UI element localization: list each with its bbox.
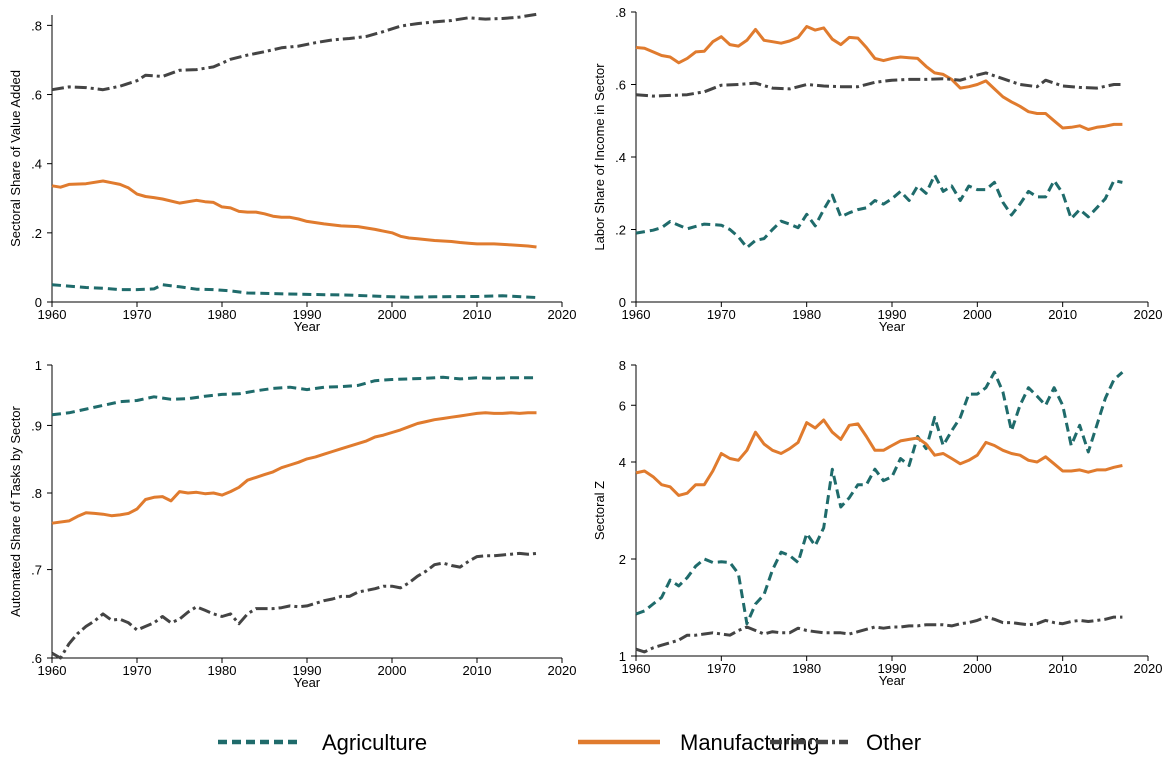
y-axis-title: Sectoral Z	[592, 481, 607, 540]
series-line-agriculture	[635, 173, 1123, 250]
series-line-manufacturing	[51, 179, 537, 249]
y-tick-label: 0	[619, 295, 626, 310]
legend: Agriculture Manufacturing Other	[218, 730, 921, 755]
x-tick-label: 2020	[1134, 307, 1163, 322]
y-tick-label: .2	[31, 226, 42, 241]
x-tick-label: 1990	[293, 307, 322, 322]
x-tick-label: 1960	[622, 661, 651, 676]
series-line-other	[635, 615, 1123, 654]
y-tick-label: 0	[35, 295, 42, 310]
x-axis-title: Year	[294, 675, 321, 690]
series-line-agriculture	[51, 375, 537, 417]
y-axis-title: Automated Share of Tasks by Sector	[8, 405, 23, 616]
x-tick-label: 2010	[463, 307, 492, 322]
x-tick-label: 2020	[548, 307, 577, 322]
x-tick-label: 2000	[378, 307, 407, 322]
y-tick-label: 1	[619, 649, 626, 664]
panel-sectoral-z: 1960 1970 1980 1990 2000 2010 2020 1 2 4 6 8 Year Sec…	[592, 358, 1162, 688]
x-tick-label: 1980	[208, 307, 237, 322]
x-tick-label: 2020	[1134, 661, 1163, 676]
y-tick-label: .9	[31, 418, 42, 433]
x-tick-label: 1970	[707, 307, 736, 322]
series-line-manufacturing	[635, 418, 1123, 497]
series-line-agriculture	[51, 283, 537, 299]
panel-value-added-share: 1960 1970 1980 1990 2000 2010 2020 0 .2 .4 .6 .8 Yea…	[8, 12, 577, 334]
series-line-other	[51, 12, 537, 92]
y-tick-label: .2	[615, 223, 626, 238]
y-tick-label: .7	[31, 563, 42, 578]
x-tick-label: 1960	[38, 307, 67, 322]
y-axis-title: Labor Share of Income in Sector	[592, 63, 607, 251]
x-axis-title: Year	[879, 673, 906, 688]
x-tick-label: 1990	[293, 663, 322, 678]
series-line-other	[51, 551, 537, 660]
x-tick-label: 1960	[38, 663, 67, 678]
x-tick-label: 1980	[208, 663, 237, 678]
x-tick-label: 1990	[878, 307, 907, 322]
x-tick-label: 2000	[963, 307, 992, 322]
x-tick-label: 2020	[548, 663, 577, 678]
x-tick-label: 1970	[123, 307, 152, 322]
x-tick-label: 1980	[792, 307, 821, 322]
series-line-manufacturing	[635, 25, 1123, 131]
x-tick-label: 2000	[378, 663, 407, 678]
series-line-manufacturing	[51, 411, 537, 525]
panel-automated-share: 1960 1970 1980 1990 2000 2010 2020 .6 .7 .8 .9 1 Yea…	[8, 358, 576, 690]
x-tick-label: 1960	[622, 307, 651, 322]
y-tick-label: 6	[619, 398, 626, 413]
y-tick-label: .6	[31, 88, 42, 103]
series-line-agriculture	[635, 370, 1124, 626]
y-tick-label: .6	[31, 651, 42, 666]
x-tick-label: 2000	[963, 661, 992, 676]
y-tick-label: 2	[619, 552, 626, 567]
y-tick-label: 8	[619, 358, 626, 373]
panel-labor-share: 1960 1970 1980 1990 2000 2010 2020 0 .2 .4 .6 .8 Yea…	[592, 5, 1162, 334]
y-tick-label: .6	[615, 78, 626, 93]
x-tick-label: 1990	[878, 661, 907, 676]
x-axis-title: Year	[294, 319, 321, 334]
y-axis-title: Sectoral Share of Value Added	[8, 70, 23, 247]
y-tick-label: 1	[35, 358, 42, 373]
x-tick-label: 1970	[123, 663, 152, 678]
x-tick-label: 1970	[707, 661, 736, 676]
x-axis-title: Year	[879, 319, 906, 334]
x-tick-label: 2010	[1048, 661, 1077, 676]
y-tick-label: 4	[619, 455, 626, 470]
y-tick-label: .8	[31, 18, 42, 33]
x-tick-label: 2010	[463, 663, 492, 678]
y-tick-label: .8	[31, 486, 42, 501]
x-tick-label: 1980	[792, 661, 821, 676]
legend-label-other: Other	[866, 730, 921, 755]
x-tick-label: 2010	[1048, 307, 1077, 322]
y-tick-label: .4	[31, 157, 42, 172]
y-tick-label: .8	[615, 5, 626, 20]
y-tick-label: .4	[615, 150, 626, 165]
series-line-other	[635, 71, 1123, 98]
legend-label-agriculture: Agriculture	[322, 730, 427, 755]
